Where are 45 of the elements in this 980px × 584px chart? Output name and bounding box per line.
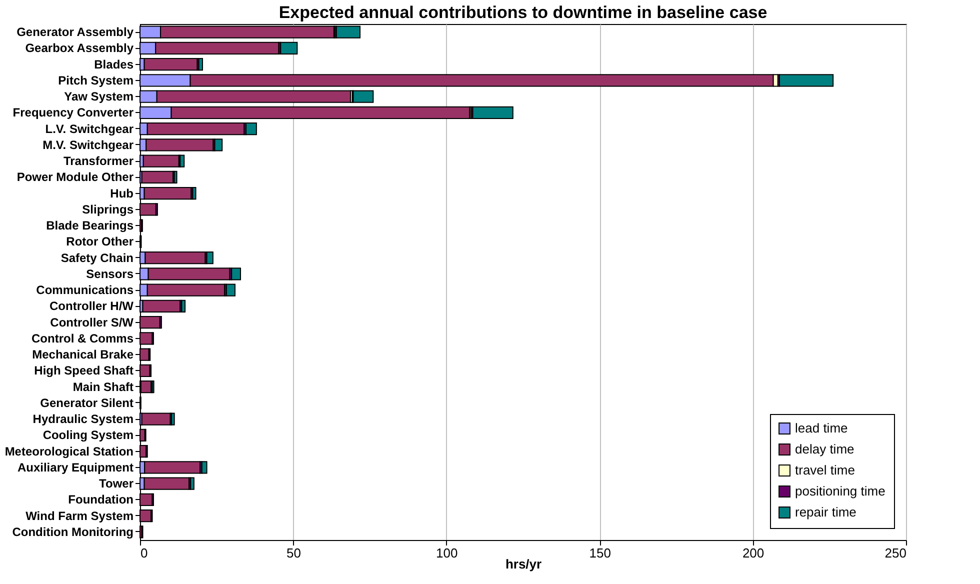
y-tick-label: Meteorological Station bbox=[4, 444, 134, 458]
y-tick-label: Generator Assembly bbox=[16, 25, 134, 40]
y-tick-label: Foundation bbox=[68, 492, 134, 507]
legend-label: positioning time bbox=[795, 484, 886, 498]
y-tick-label: Cooling System bbox=[42, 428, 134, 442]
y-tick-label: Hub bbox=[110, 186, 134, 200]
y-tick-label: Yaw System bbox=[64, 90, 134, 104]
y-tick-label: Wind Farm System bbox=[26, 508, 134, 523]
x-axis-title: hrs/yr bbox=[505, 556, 542, 572]
y-tick-label: Transformer bbox=[63, 154, 134, 168]
legend-label: repair time bbox=[795, 504, 856, 520]
y-tick-label: Sensors bbox=[86, 266, 134, 281]
x-tick-label: 100 bbox=[436, 546, 458, 560]
y-tick-label: Controller H/W bbox=[50, 299, 134, 314]
y-tick-label: Control & Comms bbox=[32, 331, 134, 346]
legend-label: lead time bbox=[795, 420, 848, 436]
y-tick-label: M.V. Switchgear bbox=[42, 138, 134, 152]
y-tick-label: L.V. Switchgear bbox=[45, 122, 134, 136]
legend-label: travel time bbox=[795, 462, 855, 478]
y-tick-label: Frequency Converter bbox=[12, 106, 134, 120]
y-tick-label: Hydraulic System bbox=[32, 412, 134, 426]
y-tick-label: Auxiliary Equipment bbox=[17, 460, 134, 474]
y-tick-label: Condition Monitoring bbox=[12, 524, 134, 539]
x-tick-label: 50 bbox=[286, 546, 301, 560]
y-tick-label: Tower bbox=[99, 476, 134, 491]
y-tick-label: Communications bbox=[36, 283, 134, 298]
y-tick-label: Pitch System bbox=[58, 73, 134, 88]
x-tick-label: 150 bbox=[589, 546, 611, 560]
legend-label: delay time bbox=[795, 442, 854, 456]
x-tick-label: 200 bbox=[742, 546, 764, 560]
y-tick-label: Blade Bearings bbox=[46, 218, 134, 233]
y-tick-label: High Speed Shaft bbox=[34, 364, 134, 378]
y-tick-label: Safety Chain bbox=[60, 250, 134, 265]
y-tick-label: Rotor Other bbox=[66, 234, 134, 249]
chart-title: Expected annual contributions to downtime in baseline case bbox=[278, 3, 768, 22]
y-tick-label: Mechanical Brake bbox=[32, 348, 134, 362]
y-tick-label: Gearbox Assembly bbox=[25, 41, 134, 56]
y-tick-label: Main Shaft bbox=[72, 380, 134, 394]
x-tick-label: 0 bbox=[140, 546, 148, 560]
y-tick-label: Power Module Other bbox=[16, 170, 134, 184]
y-tick-label: Sliprings bbox=[82, 202, 134, 216]
y-tick-label: Generator Silent bbox=[40, 396, 134, 410]
y-tick-label: Controller S/W bbox=[50, 315, 134, 330]
x-tick-label: 250 bbox=[884, 546, 906, 560]
y-tick-label: Blades bbox=[94, 57, 134, 72]
